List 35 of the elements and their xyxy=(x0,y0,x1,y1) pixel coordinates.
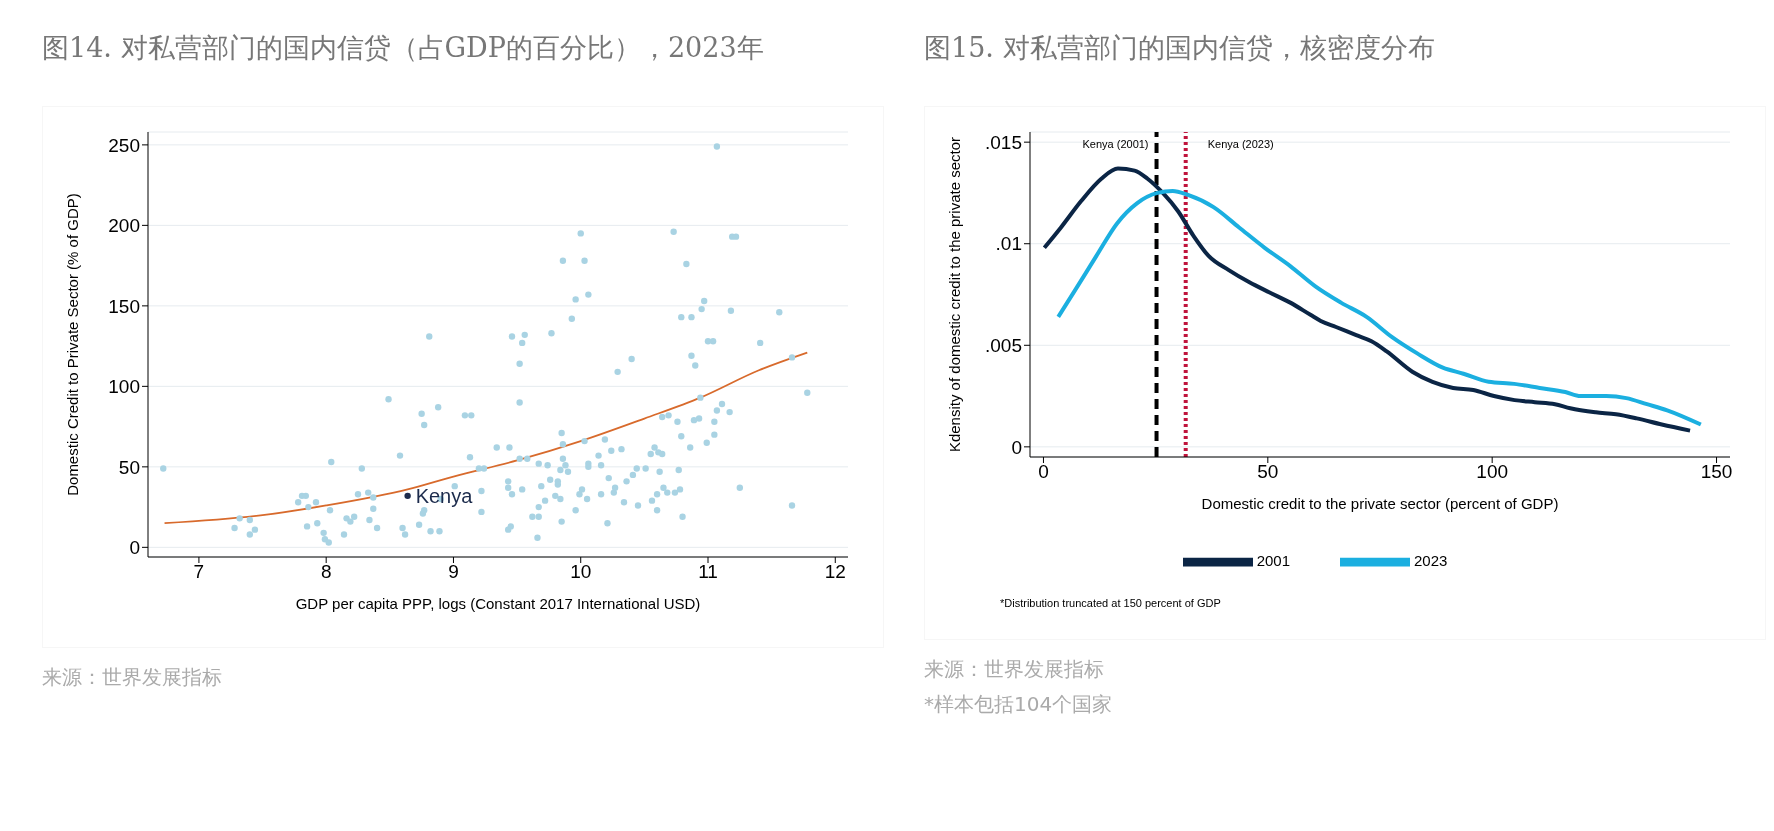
y-tick-label: 0 xyxy=(1011,436,1022,458)
line-series xyxy=(163,351,809,525)
x-tick-label: 9 xyxy=(448,561,459,583)
source-note: 来源：世界发展指标 xyxy=(42,664,223,691)
y-tick-label: .01 xyxy=(995,233,1022,255)
y-tick-label: 200 xyxy=(108,215,140,237)
x-tick-label: 10 xyxy=(570,561,592,583)
x-tick-label: 7 xyxy=(193,561,205,583)
ref-line-label: Kenya (2001) xyxy=(1082,138,1149,150)
text: *Distribution truncated at 150 percent of GDP xyxy=(1000,597,1222,609)
x-tick-label: 12 xyxy=(824,561,846,583)
chart-title: 图14. 对私营部门的国内信贷（占GDP的百分比），2023年 xyxy=(42,31,765,65)
x-tick-label: 8 xyxy=(320,561,332,583)
chart-title: 图15. 对私营部门的国内信贷，核密度分布 xyxy=(924,31,1436,65)
source-note: 来源：世界发展指标 xyxy=(924,656,1105,683)
x-tick-label: 0 xyxy=(1038,461,1049,483)
x-tick-label: 11 xyxy=(698,561,718,583)
y-tick-label: 250 xyxy=(108,134,140,156)
y-tick-label: 100 xyxy=(108,376,140,398)
y-tick-label: 150 xyxy=(108,295,140,317)
x-axis-title: Domestic credit to the private sector (percent of GDP) xyxy=(1201,495,1559,512)
legend-label: 2023 xyxy=(1414,551,1448,569)
text: *样本包括104个国家 xyxy=(924,691,1114,718)
x-tick-label: 100 xyxy=(1476,461,1509,483)
legend-label: 2001 xyxy=(1256,551,1290,569)
y-axis-title: Domestic Credit to Private Sector (% of GDP) xyxy=(64,193,82,496)
series-label: Kenya xyxy=(415,484,474,507)
y-tick-label: 0 xyxy=(129,537,140,559)
x-tick-label: 50 xyxy=(1257,461,1279,483)
y-tick-label: .005 xyxy=(985,335,1022,357)
x-axis-title: GDP per capita PPP, logs (Constant 2017 International USD) xyxy=(295,595,701,612)
ref-line-label: Kenya (2023) xyxy=(1207,138,1274,150)
y-tick-label: .015 xyxy=(985,131,1022,153)
y-axis-title: Kdensity of domestic credit to the private sector xyxy=(946,136,964,453)
x-tick-label: 150 xyxy=(1700,461,1733,483)
